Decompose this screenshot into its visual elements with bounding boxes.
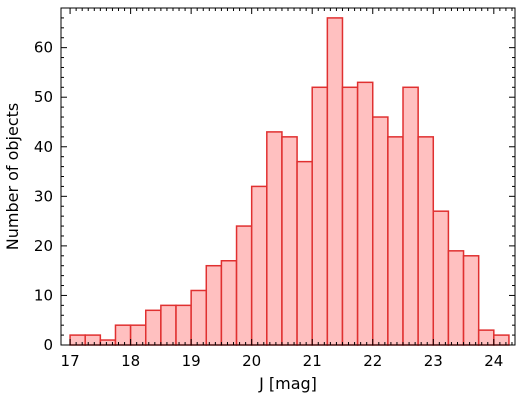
histogram-bar (326, 17, 344, 346)
y-axis-label: Number of objects (3, 103, 22, 251)
histogram-bar (114, 324, 132, 346)
histogram-bar (84, 334, 102, 346)
y-tick-label: 60 (34, 39, 53, 57)
histogram-bar (417, 136, 435, 346)
histogram-bar (387, 136, 404, 346)
x-tick-label: 22 (363, 352, 382, 370)
histogram-bar (220, 260, 238, 346)
x-axis-label: J [mag] (258, 374, 317, 393)
x-tick-label: 21 (303, 352, 322, 370)
histogram-bar (145, 309, 162, 346)
histogram-bar (493, 334, 510, 346)
histogram-bar (69, 334, 86, 346)
histogram-bar (402, 86, 419, 346)
histogram-bar (250, 185, 268, 346)
histogram-bar (341, 86, 359, 346)
histogram-bar (462, 255, 480, 346)
histogram-bar (160, 304, 177, 346)
histogram-bar (447, 250, 465, 346)
histogram-bar (281, 136, 298, 346)
histogram-bar (311, 86, 329, 346)
y-tick-label: 40 (34, 138, 53, 156)
histogram-bar (477, 329, 495, 346)
histogram-bar (296, 160, 313, 346)
histogram-bar (356, 81, 374, 346)
y-tick-label: 0 (43, 336, 53, 354)
y-axis-ticks: 0 10 20 30 40 50 60 (34, 7, 515, 354)
histogram-bar (129, 324, 147, 346)
y-tick-label: 30 (34, 187, 53, 205)
x-axis-ticks: 17 18 19 20 21 22 23 24 (61, 8, 513, 370)
x-tick-label: 17 (61, 352, 80, 370)
histogram-bar (266, 131, 283, 346)
x-tick-label: 18 (121, 352, 140, 370)
histogram-bar (432, 210, 450, 346)
x-tick-label: 23 (424, 352, 443, 370)
y-tick-label: 50 (34, 88, 53, 106)
x-tick-label: 19 (182, 352, 201, 370)
histogram-bar (235, 225, 253, 346)
histogram-bars (69, 17, 510, 346)
histogram-bar (99, 339, 117, 346)
x-tick-label: 20 (242, 352, 261, 370)
histogram-bar (205, 264, 223, 346)
y-tick-label: 10 (34, 286, 53, 304)
histogram-bar (175, 304, 192, 346)
histogram-bar (372, 116, 389, 346)
histogram-bar (190, 289, 208, 346)
x-tick-label: 24 (484, 352, 503, 370)
y-tick-label: 20 (34, 237, 53, 255)
